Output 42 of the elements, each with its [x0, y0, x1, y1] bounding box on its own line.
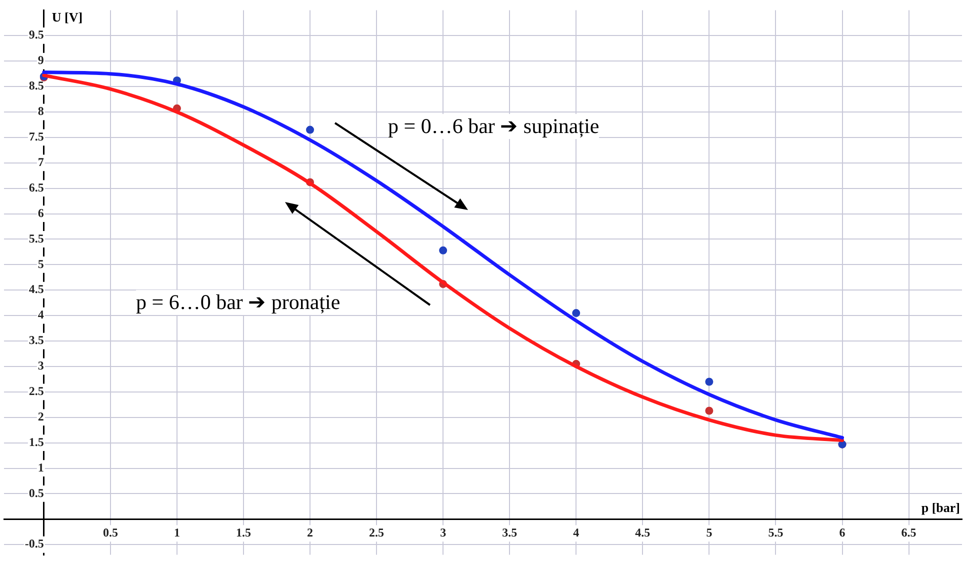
y-tick-label: 3.5	[28, 333, 44, 348]
x-axis-title: p [bar]	[921, 500, 960, 516]
point	[572, 309, 580, 318]
x-tick-label: 3	[440, 525, 446, 540]
x-tick-label: 6.5	[901, 525, 916, 540]
y-tick-label: 4.5	[28, 282, 44, 296]
y-tick-label: 2	[38, 409, 44, 424]
y-tick-label: 5	[38, 256, 44, 271]
y-tick-label: 6.5	[28, 180, 44, 194]
y-tick-label: 7.5	[28, 130, 44, 144]
y-tick-label: 9.5	[28, 28, 44, 42]
y-tick-label: 0.5	[28, 486, 44, 500]
y-tick-label: 8	[38, 104, 44, 118]
y-tick-label: 6	[38, 206, 44, 220]
annotation: p = 6…0 bar ➔ pronație	[136, 290, 340, 315]
x-tick-label: 0.5	[102, 525, 118, 540]
x-tick-label: 5.5	[768, 525, 784, 540]
y-tick-label: 4	[38, 308, 44, 322]
annotation: p = 0…6 bar ➔ supinație	[388, 114, 600, 139]
y-tick-label: 5.5	[28, 231, 44, 246]
y-tick-label: 2.5	[28, 384, 44, 398]
x-tick-label: 3.5	[502, 525, 518, 540]
x-tick-label: 4	[573, 525, 580, 540]
point	[439, 246, 448, 254]
y-axis-title: U [V]	[52, 10, 83, 25]
y-tick-label: 1.5	[28, 434, 44, 449]
y-tick-label: 7	[38, 154, 44, 169]
point	[705, 406, 714, 415]
x-tick-label: 2.5	[369, 525, 384, 540]
y-tick-label: 9	[38, 53, 44, 68]
y-tick-label: -0.5	[24, 536, 44, 551]
y-tick-label: 1	[38, 460, 44, 474]
x-tick-label: 1	[174, 525, 180, 540]
x-tick-label: 2	[307, 525, 314, 540]
x-tick-label: 6	[839, 525, 846, 540]
y-tick-label: 8.5	[28, 78, 44, 93]
x-tick-label: 4.5	[635, 525, 650, 540]
point	[705, 378, 714, 386]
y-tick-label: 3	[38, 358, 44, 373]
x-tick-label: 5	[706, 525, 712, 540]
point	[306, 126, 314, 134]
x-tick-label: 1.5	[236, 525, 251, 540]
